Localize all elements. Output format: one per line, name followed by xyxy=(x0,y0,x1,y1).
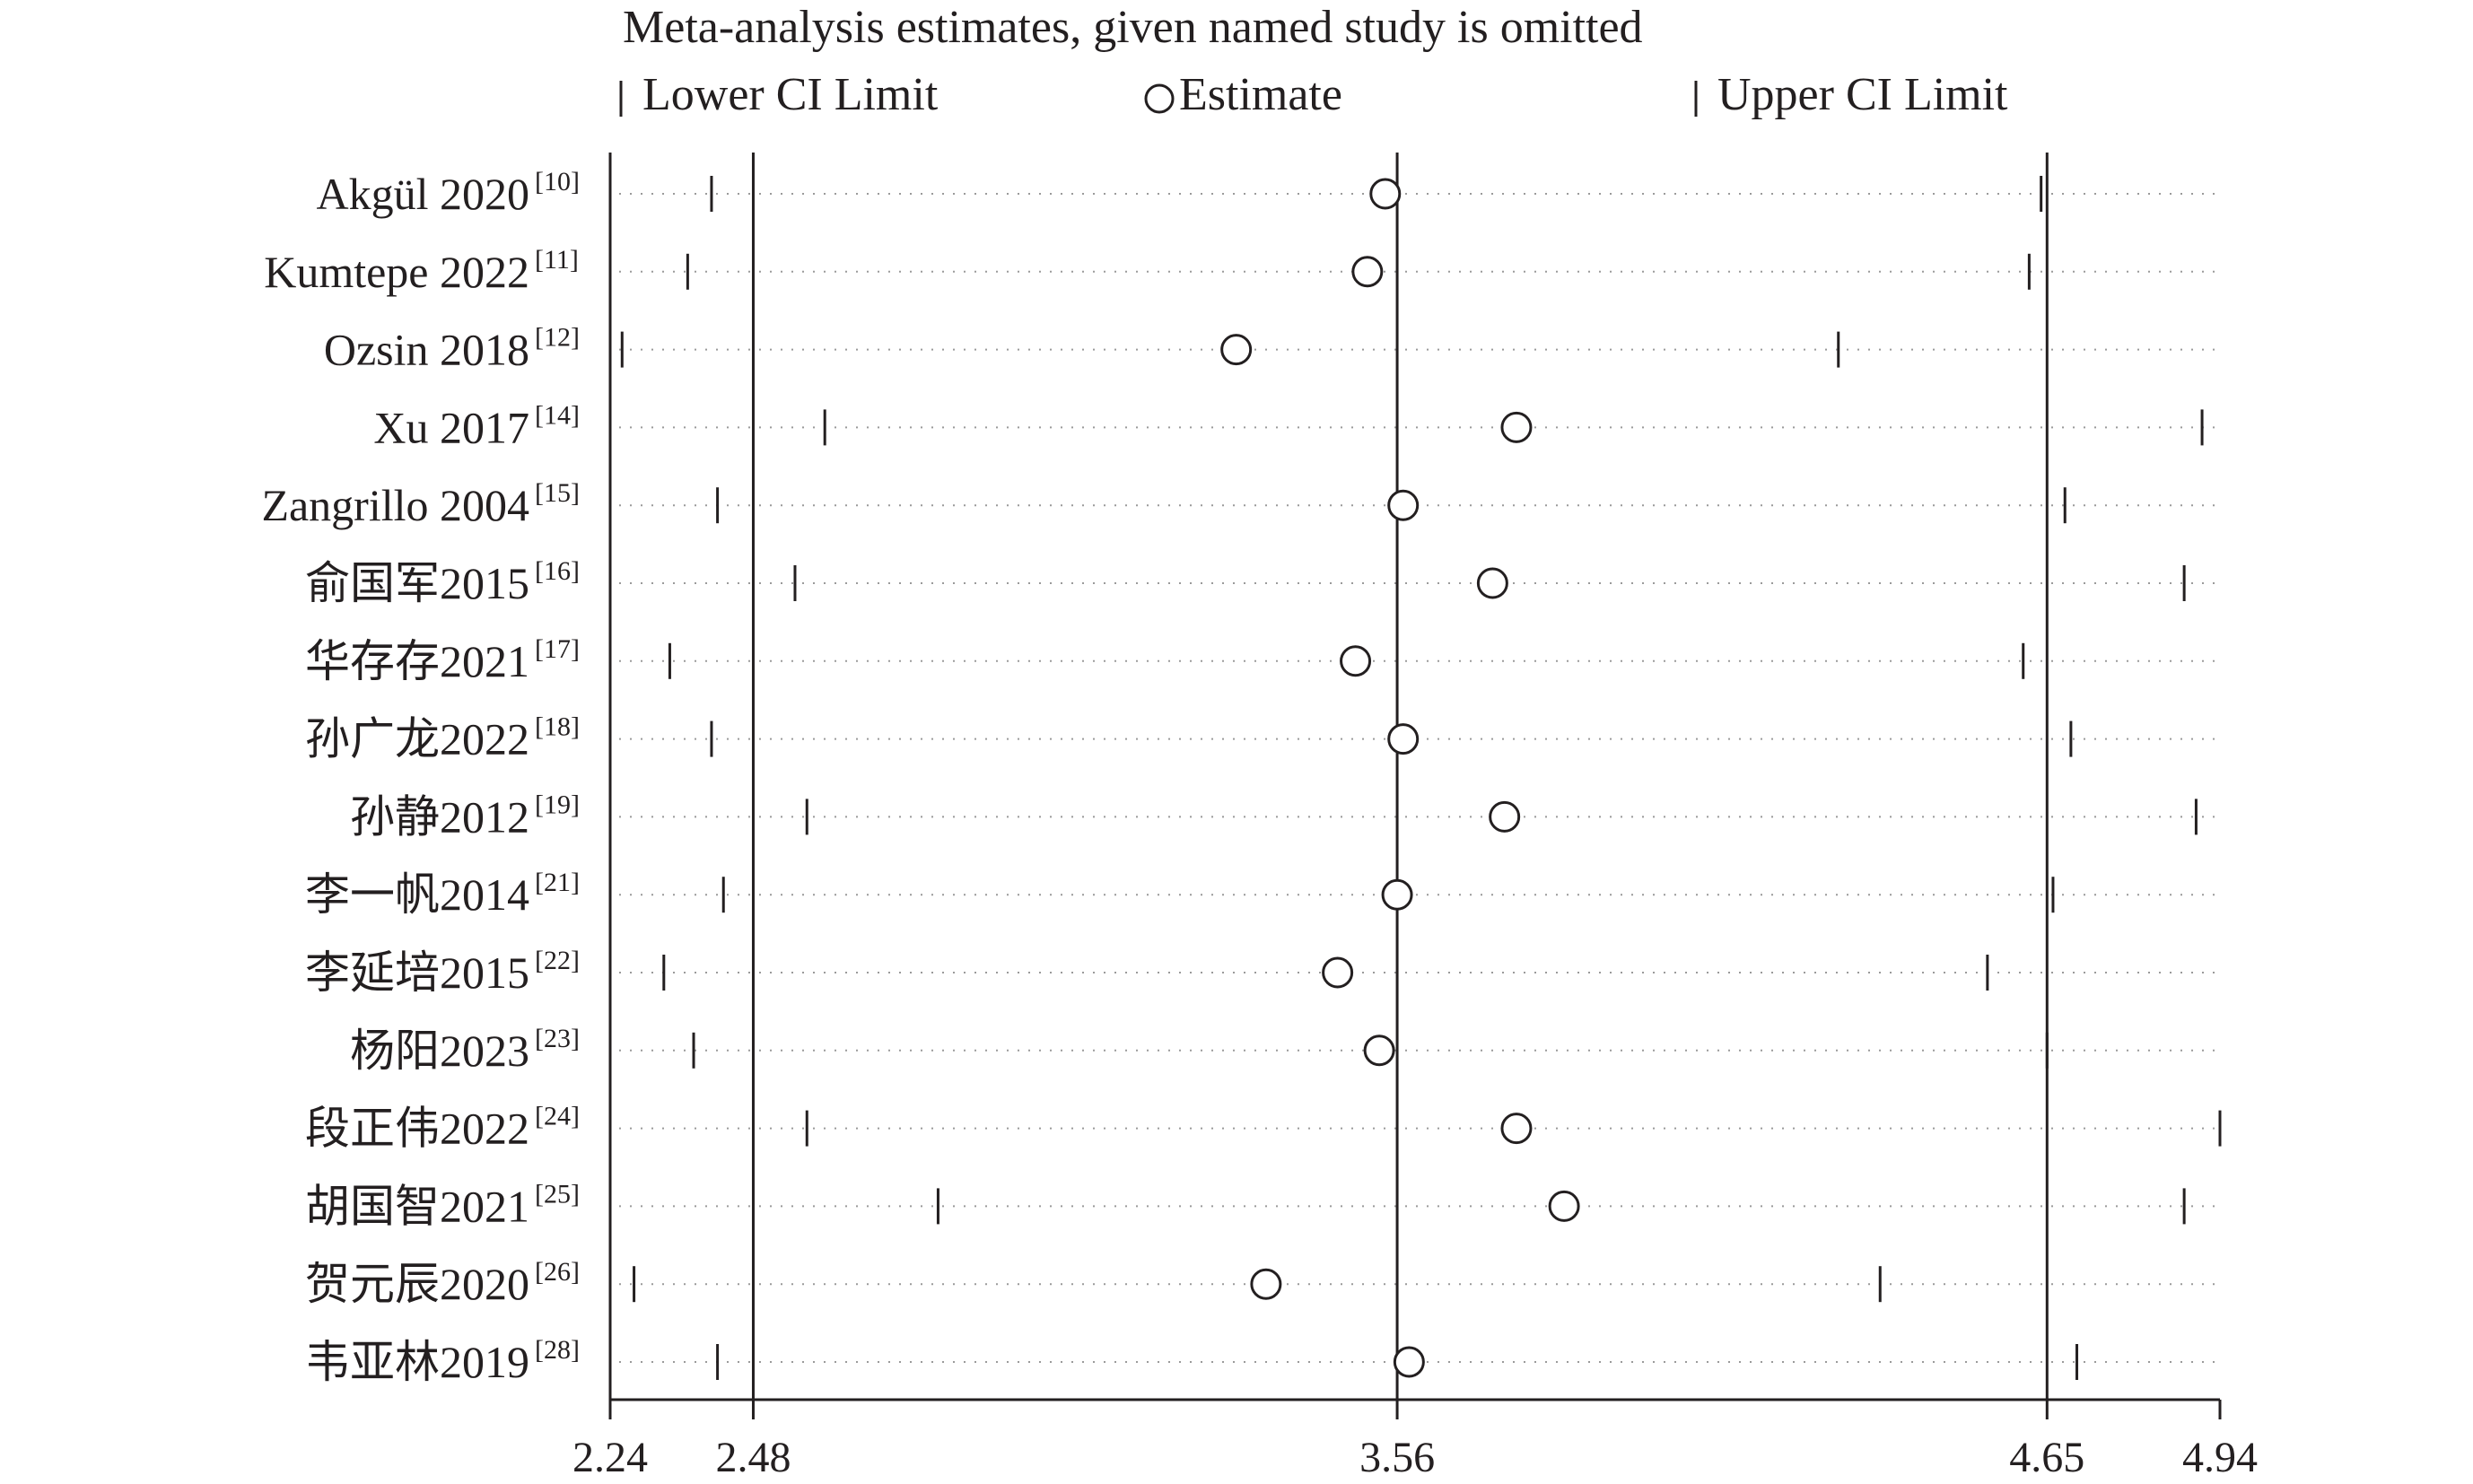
legend: Lower CI Limit Estimate Upper CI Limit xyxy=(619,69,2008,120)
study-label: Akgül 2020 xyxy=(317,169,530,219)
chart-title: Meta-analysis estimates, given named stu… xyxy=(623,2,1643,53)
estimate-point xyxy=(1220,334,1253,366)
study-label: 贺元辰2020 xyxy=(305,1259,529,1309)
legend-estimate-marker xyxy=(1144,83,1175,114)
study-label: Zangrillo 2004 xyxy=(261,480,529,530)
study-reference: [11] xyxy=(535,245,579,275)
estimate-point xyxy=(1340,645,1372,677)
study-reference: [24] xyxy=(535,1102,580,1131)
study-reference: [12] xyxy=(535,323,580,353)
estimate-point xyxy=(1500,1113,1533,1145)
study-label: 李一帆2014 xyxy=(305,869,529,920)
study-reference: [15] xyxy=(535,478,580,508)
estimate-point xyxy=(1387,723,1420,755)
study-reference: [16] xyxy=(535,556,580,586)
study-label: 段正伟2022 xyxy=(305,1104,529,1154)
x-tick-label: 3.56 xyxy=(1359,1434,1435,1481)
study-label: 华存存2021 xyxy=(305,636,529,686)
estimate-point xyxy=(1548,1190,1580,1222)
estimate-point xyxy=(1381,878,1413,911)
study-reference: [21] xyxy=(535,868,580,897)
study-reference: [23] xyxy=(535,1024,580,1053)
estimate-point xyxy=(1387,489,1420,521)
plot-area: 2.24 2.48 3.56 4.65 4.94 Akgül 2020 [10] Kumtep… xyxy=(261,153,2258,1481)
study-label: Ozsin 2018 xyxy=(324,325,529,375)
study-label: 胡国智2021 xyxy=(305,1181,529,1231)
legend-upper-label: Upper CI Limit xyxy=(1717,69,2008,120)
study-reference: [22] xyxy=(535,946,580,975)
study-label: 杨阳2023 xyxy=(350,1026,529,1076)
estimate-point xyxy=(1322,956,1354,989)
study-reference: [18] xyxy=(535,712,580,742)
study-reference: [28] xyxy=(535,1335,580,1365)
study-label: 李延培2015 xyxy=(305,947,529,998)
study-label: 俞国军2015 xyxy=(305,558,529,608)
study-reference: [14] xyxy=(535,400,580,430)
study-label: Xu 2017 xyxy=(373,402,529,452)
x-tick-label: 2.48 xyxy=(715,1434,791,1481)
legend-estimate-label: Estimate xyxy=(1179,69,1342,120)
legend-lower-label: Lower CI Limit xyxy=(642,69,939,120)
estimate-point xyxy=(1351,256,1384,288)
estimate-point xyxy=(1500,411,1533,443)
x-tick-label: 4.94 xyxy=(2182,1434,2258,1481)
study-reference: [19] xyxy=(535,790,580,819)
x-tick-label: 2.24 xyxy=(572,1434,648,1481)
study-reference: [26] xyxy=(535,1257,580,1287)
study-reference: [10] xyxy=(535,167,580,196)
study-label: 韦亚林2019 xyxy=(305,1337,529,1387)
study-label: Kumtepe 2022 xyxy=(264,247,529,297)
estimate-point xyxy=(1489,800,1521,833)
study-reference: [25] xyxy=(535,1179,580,1209)
x-tick-label: 4.65 xyxy=(2009,1434,2084,1481)
estimate-point xyxy=(1476,567,1508,599)
study-reference: [17] xyxy=(535,634,580,664)
estimate-point xyxy=(1363,1034,1395,1067)
study-label: 孙静2012 xyxy=(350,791,529,842)
study-label: 孙广龙2022 xyxy=(305,714,529,764)
estimate-point xyxy=(1393,1346,1425,1378)
estimate-point xyxy=(1369,178,1402,210)
estimate-point xyxy=(1250,1268,1282,1300)
